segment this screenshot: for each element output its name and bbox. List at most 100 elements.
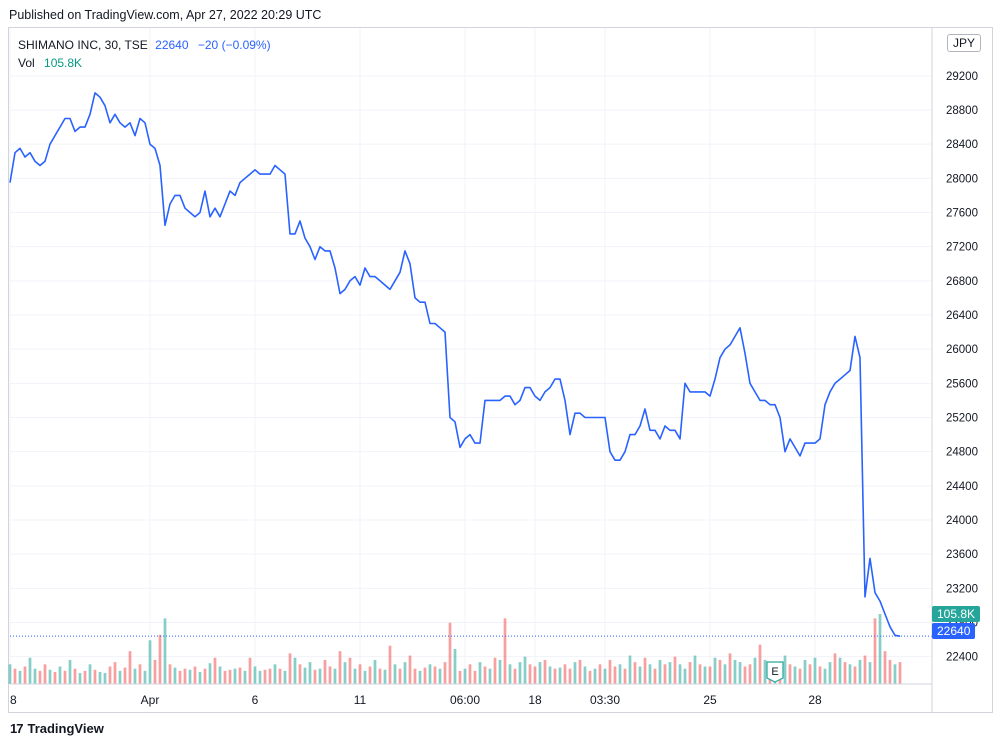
volume-bar — [178, 670, 182, 684]
volume-bar — [358, 664, 362, 684]
volume-bar — [113, 662, 117, 684]
volume-bar — [648, 664, 652, 684]
volume-bar — [553, 668, 557, 684]
volume-bar — [388, 645, 392, 684]
volume-bar — [668, 662, 672, 684]
volume-bar — [98, 671, 102, 684]
y-tick-label: 24400 — [946, 481, 978, 493]
volume-bar — [493, 657, 497, 684]
volume-bar — [608, 659, 612, 684]
volume-bar — [463, 668, 467, 684]
volume-bar — [663, 664, 667, 684]
volume-bar — [548, 666, 552, 684]
y-tick-label: 28000 — [946, 173, 978, 185]
volume-bar — [873, 618, 877, 684]
volume-bar — [108, 666, 112, 684]
volume-bar — [753, 657, 757, 684]
y-tick-label: 26800 — [946, 276, 978, 288]
legend-symbol[interactable]: SHIMANO INC, 30, TSE — [18, 38, 148, 52]
volume-bar — [428, 664, 432, 684]
volume-bar — [698, 664, 702, 684]
tradingview-logo[interactable]: 17 TradingView — [10, 721, 104, 736]
volume-bar — [338, 651, 342, 684]
volume-bar — [88, 664, 92, 684]
y-tick-label: 25600 — [946, 378, 978, 390]
volume-bar — [373, 659, 377, 684]
volume-bar — [623, 668, 627, 684]
volume-bar — [513, 668, 517, 684]
volume-bar — [188, 669, 192, 684]
volume-bar — [268, 668, 272, 684]
volume-bar — [673, 656, 677, 684]
published-caption: Published on TradingView.com, Apr 27, 20… — [9, 8, 322, 22]
earnings-event-marker[interactable]: E — [766, 661, 784, 683]
volume-bar — [488, 668, 492, 684]
volume-bar — [543, 659, 547, 684]
volume-bar — [318, 668, 322, 684]
volume-bar — [393, 664, 397, 684]
volume-bar — [528, 664, 532, 684]
volume-bar — [423, 667, 427, 684]
volume-bar — [443, 662, 447, 684]
volume-bar — [323, 659, 327, 684]
volume-bar — [498, 659, 502, 684]
volume-bars — [8, 614, 902, 684]
y-tick-label: 27600 — [946, 208, 978, 220]
volume-bar — [863, 655, 867, 684]
volume-bar — [58, 666, 62, 684]
volume-bar — [478, 662, 482, 684]
volume-bar — [208, 663, 212, 684]
x-tick-label: 6 — [252, 693, 259, 707]
grid — [9, 28, 932, 684]
volume-bar — [163, 618, 167, 684]
volume-bar — [183, 668, 187, 684]
volume-bar — [433, 666, 437, 684]
volume-bar — [438, 668, 442, 684]
volume-bar — [833, 653, 837, 684]
volume-bar — [573, 662, 577, 684]
volume-bar — [888, 659, 892, 684]
volume-bar — [328, 666, 332, 684]
volume-bar — [298, 664, 302, 684]
volume-bar — [643, 657, 647, 684]
volume-bar — [723, 664, 727, 684]
volume-bar — [653, 668, 657, 684]
volume-bar — [228, 669, 232, 684]
y-tick-label: 27200 — [946, 242, 978, 254]
volume-bar — [783, 655, 787, 684]
volume-bar — [618, 664, 622, 684]
volume-bar — [233, 668, 237, 684]
legend-volume-value: 105.8K — [44, 56, 83, 70]
tradingview-logo-icon: 17 — [10, 721, 24, 736]
volume-bar — [788, 664, 792, 684]
volume-bar — [383, 669, 387, 684]
volume-bar — [293, 657, 297, 684]
volume-bar — [263, 669, 267, 684]
volume-bar — [253, 666, 257, 684]
volume-bar — [123, 667, 127, 684]
currency-button[interactable]: JPY — [947, 34, 982, 52]
volume-bar — [813, 657, 817, 684]
volume-bar — [153, 659, 157, 684]
y-tick-label: 29200 — [946, 71, 978, 83]
volume-bar — [83, 670, 87, 684]
volume-bar — [13, 668, 17, 684]
legend-volume-label[interactable]: Vol — [18, 56, 35, 70]
volume-bar — [583, 666, 587, 684]
volume-bar — [598, 664, 602, 684]
volume-bar — [678, 664, 682, 684]
volume-bar — [838, 657, 842, 684]
volume-bar — [733, 659, 737, 684]
legend-change: −20 (−0.09%) — [197, 38, 271, 52]
volume-bar — [568, 668, 572, 684]
volume-bar — [508, 664, 512, 684]
volume-bar — [703, 666, 707, 684]
volume-bar — [53, 671, 57, 684]
volume-bar — [223, 670, 227, 684]
volume-bar — [868, 662, 872, 684]
x-tick-label: 28 — [808, 693, 822, 707]
volume-bar — [743, 666, 747, 684]
y-tick-label: 28800 — [946, 105, 978, 117]
volume-bar — [453, 649, 457, 684]
